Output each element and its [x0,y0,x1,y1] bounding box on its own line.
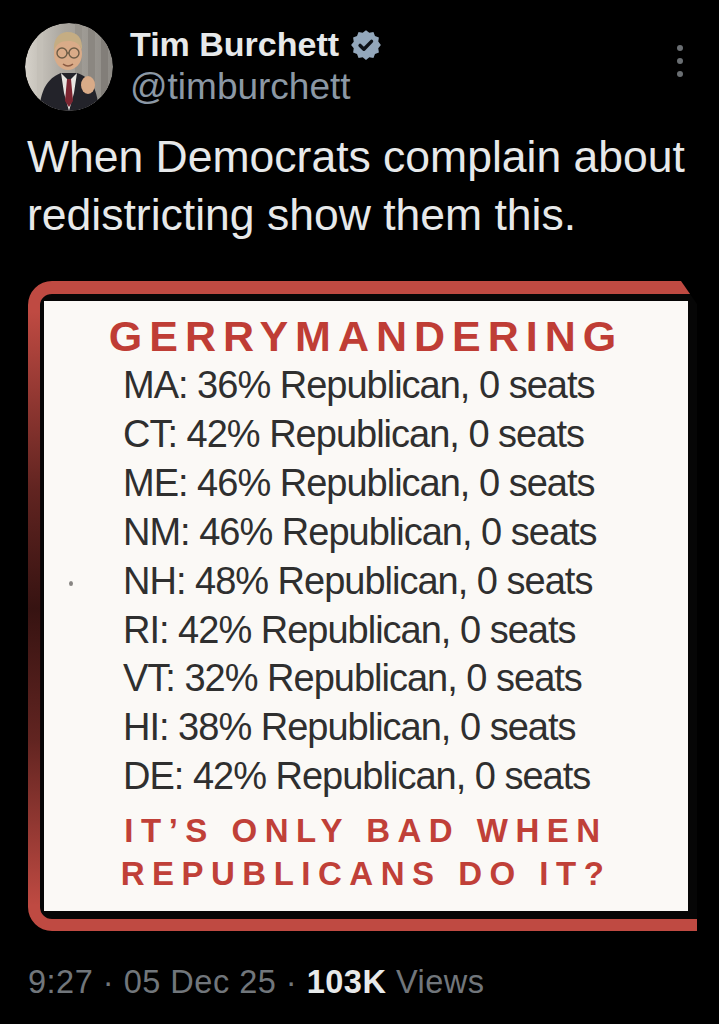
meme-bottom-line1: IT’S ONLY BAD WHEN [44,809,688,852]
meme-stat-line: MA: 36% Republican, 0 seats [123,361,688,410]
views-label: Views [396,964,485,1000]
avatar[interactable] [25,23,113,111]
avatar-photo [25,23,113,111]
verified-badge-icon [349,28,383,62]
meme-stat-list: MA: 36% Republican, 0 seatsCT: 42% Repub… [44,361,688,801]
author-name[interactable]: Tim Burchett [130,25,339,64]
views-count: 103K [307,964,387,1000]
image-artifact-speck [69,581,73,586]
meme-stat-line: NM: 46% Republican, 0 seats [123,508,688,557]
meme-bottom-text: IT’S ONLY BAD WHEN REPUBLICANS DO IT? [44,809,688,895]
meme-content: GERRYMANDERING MA: 36% Republican, 0 sea… [44,301,688,911]
tweet-text: When Democrats complain about redistrict… [27,128,717,244]
meme-stat-line: HI: 38% Republican, 0 seats [123,703,688,752]
meme-stat-line: DE: 42% Republican, 0 seats [123,752,688,801]
meme-stat-line: RI: 42% Republican, 0 seats [123,606,688,655]
meme-stat-line: ME: 46% Republican, 0 seats [123,459,688,508]
timestamp: 9:27 · 05 Dec 25 · [28,964,307,1000]
author-block: Tim Burchett @timburchett [130,24,383,108]
more-options-icon[interactable] [675,45,685,77]
meme-stat-line: NH: 48% Republican, 0 seats [123,557,688,606]
author-handle[interactable]: @timburchett [130,66,383,108]
meme-bottom-line2: REPUBLICANS DO IT? [44,852,688,895]
meme-stat-line: CT: 42% Republican, 0 seats [123,410,688,459]
tweet-image[interactable]: GERRYMANDERING MA: 36% Republican, 0 sea… [25,281,697,931]
meme-stat-line: VT: 32% Republican, 0 seats [123,654,688,703]
meme-title: GERRYMANDERING [44,316,688,356]
tweet-meta: 9:27 · 05 Dec 25 · 103K Views [28,964,485,1001]
